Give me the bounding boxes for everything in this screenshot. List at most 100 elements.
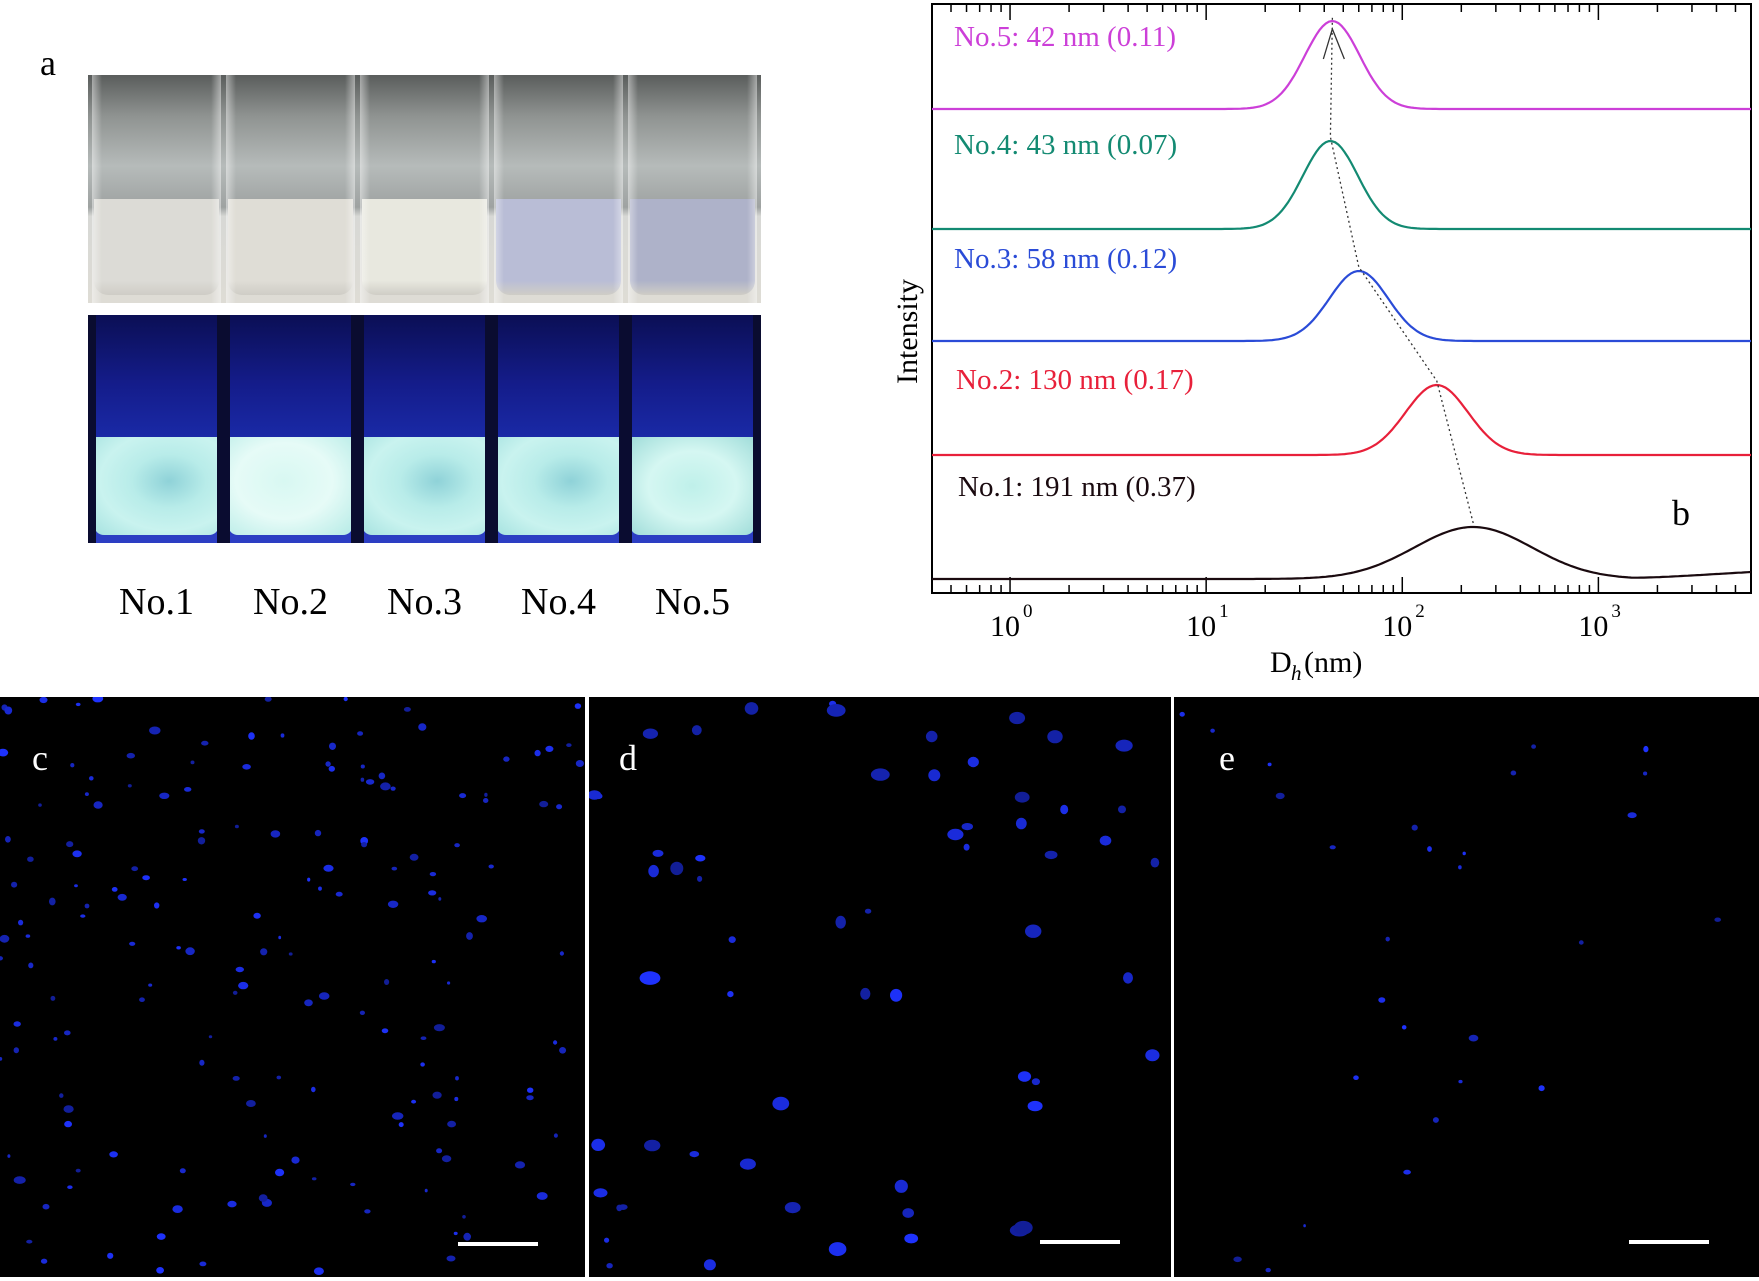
particle: [313, 1267, 324, 1275]
particle: [26, 1239, 33, 1244]
particle: [0, 956, 3, 961]
particle: [360, 777, 365, 782]
particle: [66, 841, 74, 848]
particle: [4, 706, 13, 715]
vial-label-3: No.3: [387, 581, 462, 623]
particle: [566, 743, 572, 747]
particle: [288, 952, 293, 956]
vial-photo-uv-5: [624, 315, 761, 543]
particle: [242, 764, 251, 770]
particle: [93, 801, 103, 809]
particle: [149, 726, 161, 735]
particle: [350, 1182, 356, 1187]
particle: [129, 941, 136, 946]
particle: [75, 1168, 81, 1173]
vial-liquid: [94, 199, 219, 295]
particle: [359, 1010, 365, 1015]
particle: [453, 1231, 458, 1236]
particle: [411, 1099, 417, 1104]
particle: [64, 1120, 72, 1128]
particle: [361, 842, 368, 848]
particle: [904, 1233, 919, 1244]
particle: [454, 843, 460, 848]
series-label: No.5: 42 nm (0.11): [954, 21, 1176, 53]
x-axis-label: D: [1270, 646, 1292, 679]
x-tick-label-exponent: 1: [1219, 601, 1229, 622]
particle: [142, 875, 150, 881]
series-label: No.1: 191 nm (0.37): [958, 471, 1196, 503]
vial-liquid: [630, 199, 755, 295]
particle: [1643, 745, 1649, 753]
particle: [463, 1232, 472, 1241]
particle: [604, 1237, 610, 1243]
particle: [278, 935, 282, 940]
particle: [1233, 1256, 1242, 1263]
panel-a-letter: a: [40, 43, 56, 83]
particle: [925, 730, 938, 743]
particle: [64, 1030, 71, 1036]
particle: [318, 886, 322, 891]
particle: [328, 765, 335, 772]
particle: [5, 836, 11, 843]
x-tick-label: 10: [1382, 610, 1412, 643]
particle: [689, 1151, 700, 1158]
particle: [28, 962, 34, 969]
particle: [156, 1233, 166, 1240]
scale-bar: [458, 1242, 538, 1246]
particle: [695, 854, 706, 862]
particle: [198, 829, 205, 834]
particle: [428, 890, 437, 896]
particle: [264, 697, 272, 702]
particle: [291, 1156, 300, 1164]
panel-c-letter: c: [32, 738, 48, 778]
particle: [1403, 1169, 1411, 1175]
particle: [1150, 857, 1160, 868]
vial-photo-uv-2: [222, 315, 359, 543]
particle: [462, 1215, 466, 1219]
particle: [1329, 845, 1336, 850]
particle: [13, 1047, 19, 1054]
particle: [387, 900, 399, 908]
particle: [13, 1021, 21, 1027]
particle: [864, 908, 872, 914]
particle: [127, 784, 132, 788]
series-line-No4: [932, 139, 1751, 231]
particle: [559, 1047, 567, 1054]
particle: [1014, 791, 1030, 803]
particle: [0, 1057, 3, 1061]
particle: [392, 1112, 404, 1120]
particle: [1060, 804, 1069, 815]
particle: [67, 1185, 73, 1189]
particle: [534, 749, 541, 757]
particle: [27, 856, 34, 862]
particle: [618, 1204, 628, 1210]
particle: [1538, 1085, 1545, 1092]
particle: [63, 1105, 74, 1113]
particle: [318, 992, 330, 1000]
x-tick-label-exponent: 2: [1415, 601, 1425, 622]
particle: [1123, 972, 1133, 984]
particle: [503, 756, 510, 762]
particle: [117, 893, 127, 901]
particle: [539, 800, 549, 808]
particle: [72, 850, 82, 858]
particle: [1432, 1117, 1439, 1123]
particle: [201, 740, 209, 746]
particle: [1531, 744, 1536, 749]
particle: [74, 884, 78, 888]
micrograph-d: d: [589, 697, 1171, 1277]
particle: [438, 897, 442, 901]
particle: [323, 864, 334, 872]
particle: [176, 946, 181, 950]
micrograph-c: c: [0, 697, 585, 1277]
particle: [42, 1203, 50, 1210]
vial-photo-top-5: [624, 75, 761, 303]
particle: [536, 1192, 548, 1200]
particle: [190, 760, 195, 765]
vial-photo-top-2: [222, 75, 359, 303]
particle: [403, 707, 411, 712]
particle: [1385, 936, 1390, 942]
particle: [381, 1028, 389, 1034]
particle: [589, 790, 602, 800]
vial-photo-uv-1: [88, 315, 225, 543]
